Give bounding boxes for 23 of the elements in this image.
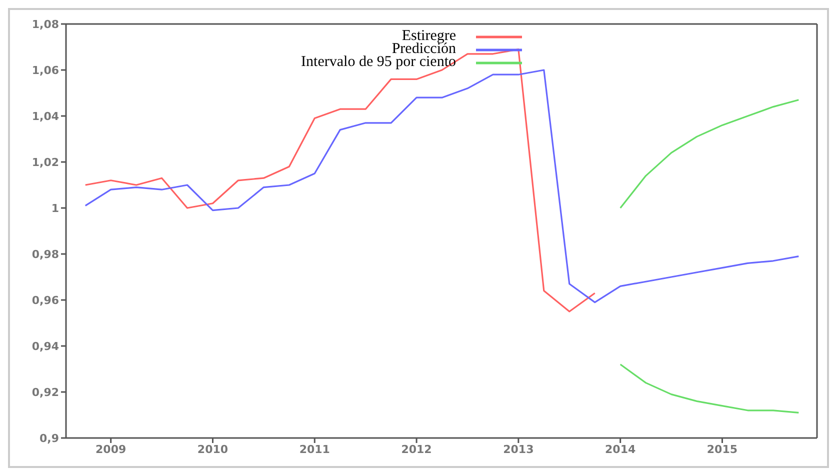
y-tick-label: 1,06 — [32, 64, 60, 77]
x-tick-label: 2015 — [706, 442, 738, 456]
line-series — [84, 69, 800, 304]
y-tick-label: 0,98 — [32, 248, 59, 261]
legend-label: Estiregre — [402, 28, 456, 44]
x-tick-label: 2012 — [401, 442, 432, 456]
y-tick-label: 0,96 — [32, 294, 60, 307]
x-tick-label: 2010 — [197, 442, 228, 456]
x-tick-label: 2013 — [503, 442, 534, 456]
y-tick-label: 0,92 — [32, 386, 59, 399]
line-series — [620, 99, 800, 209]
line-series — [620, 364, 800, 414]
legend-label: Intervalo de 95 por ciento — [301, 54, 456, 70]
y-tick-label: 0,94 — [32, 340, 60, 353]
x-tick-label: 2009 — [96, 442, 126, 456]
legend-label: Predicción — [392, 41, 456, 57]
y-tick-label: 1,04 — [32, 110, 60, 123]
y-tick-label: 1,08 — [32, 18, 59, 31]
x-tick-label: 2014 — [605, 442, 636, 456]
x-tick-label: 2011 — [299, 442, 330, 456]
y-tick-label: 1,02 — [32, 156, 59, 169]
y-tick-label: 0,9 — [40, 432, 59, 445]
y-tick-label: 1 — [51, 202, 59, 215]
